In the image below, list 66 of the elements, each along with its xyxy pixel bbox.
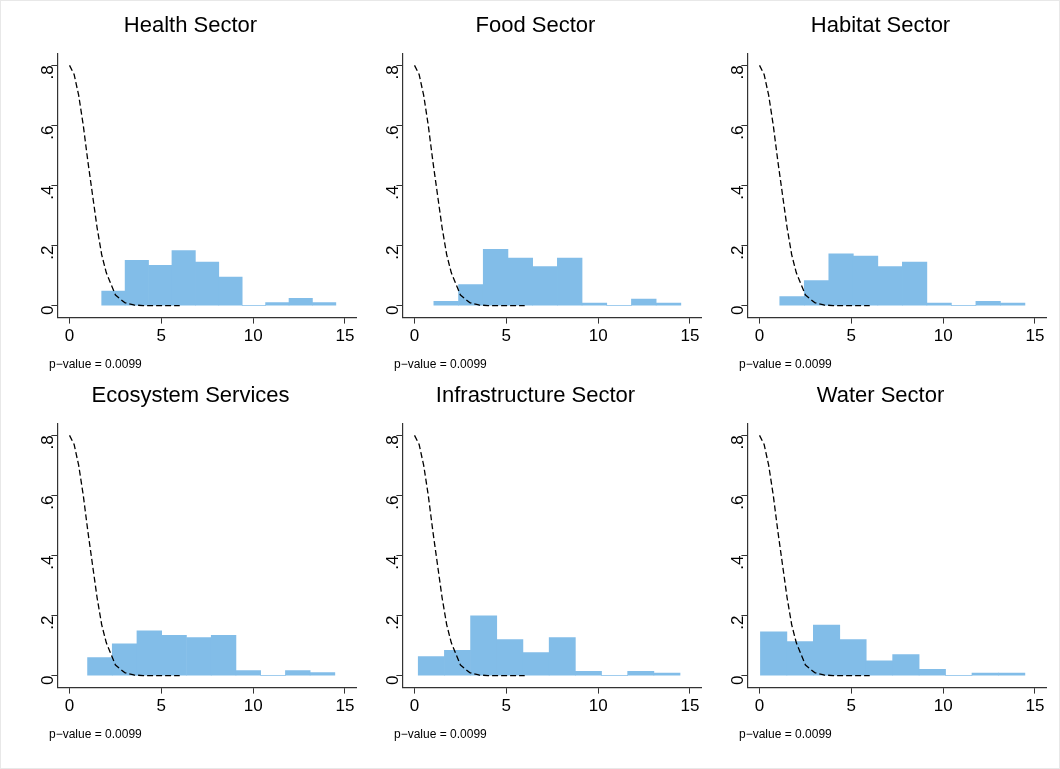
- x-tick-label: 0: [754, 326, 765, 346]
- y-tick-label: .2: [383, 615, 403, 630]
- y-tick-label: 0: [38, 675, 58, 686]
- y-tick-label: .4: [38, 555, 58, 570]
- x-tick-label: 10: [588, 326, 608, 346]
- x-tick-label: 5: [501, 326, 512, 346]
- y-tick-label: .8: [383, 435, 403, 450]
- x-tick-label: 10: [933, 696, 953, 716]
- y-tick-label: .6: [38, 125, 58, 140]
- y-tick-label: .6: [38, 495, 58, 510]
- y-tick-label: .8: [38, 435, 58, 450]
- x-tick-label: 5: [846, 696, 857, 716]
- y-tick-label: .2: [383, 245, 403, 260]
- text: p−value = 0.0099: [739, 357, 833, 372]
- chart-title: Water Sector: [816, 382, 945, 408]
- chart-title: Ecosystem Services: [91, 382, 290, 408]
- x-tick-label: 5: [501, 696, 512, 716]
- y-tick-label: .6: [728, 495, 748, 510]
- y-tick-label: .8: [38, 65, 58, 80]
- x-tick-label: 10: [243, 326, 263, 346]
- y-tick-label: .8: [728, 65, 748, 80]
- y-tick-label: .4: [728, 185, 748, 200]
- x-tick-label: 0: [64, 326, 75, 346]
- x-tick-label: 5: [846, 326, 857, 346]
- y-tick-label: .8: [383, 65, 403, 80]
- y-tick-label: .4: [383, 555, 403, 570]
- y-tick-label: 0: [728, 305, 748, 316]
- text: p−value = 0.0099: [394, 357, 488, 372]
- text: p−value = 0.0099: [49, 727, 143, 742]
- x-tick-label: 10: [588, 696, 608, 716]
- y-tick-label: 0: [728, 675, 748, 686]
- x-tick-label: 5: [156, 696, 167, 716]
- x-tick-label: 0: [64, 696, 75, 716]
- chart-title: Habitat Sector: [810, 12, 951, 38]
- y-tick-label: .6: [383, 495, 403, 510]
- chart-title: Health Sector: [123, 12, 258, 38]
- x-tick-label: 15: [680, 326, 700, 346]
- text: p−value = 0.0099: [49, 357, 143, 372]
- y-tick-label: 0: [38, 305, 58, 316]
- x-tick-label: 0: [409, 696, 420, 716]
- x-tick-label: 0: [409, 326, 420, 346]
- y-tick-label: .4: [38, 185, 58, 200]
- x-tick-label: 15: [1025, 326, 1045, 346]
- x-tick-label: 15: [335, 696, 355, 716]
- chart-title: Food Sector: [475, 12, 596, 38]
- x-tick-label: 5: [156, 326, 167, 346]
- text: p−value = 0.0099: [394, 727, 488, 742]
- y-tick-label: 0: [383, 675, 403, 686]
- chart-title: Infrastructure Sector: [435, 382, 636, 408]
- x-tick-label: 15: [680, 696, 700, 716]
- y-tick-label: .6: [383, 125, 403, 140]
- y-tick-label: .8: [728, 435, 748, 450]
- x-tick-label: 10: [933, 326, 953, 346]
- text: p−value = 0.0099: [739, 727, 833, 742]
- y-tick-label: 0: [383, 305, 403, 316]
- y-tick-label: .2: [728, 615, 748, 630]
- y-tick-label: .2: [38, 245, 58, 260]
- y-tick-label: .6: [728, 125, 748, 140]
- y-tick-label: .2: [728, 245, 748, 260]
- x-tick-label: 15: [1025, 696, 1045, 716]
- x-tick-label: 10: [243, 696, 263, 716]
- y-tick-label: .4: [383, 185, 403, 200]
- y-tick-label: .4: [728, 555, 748, 570]
- x-tick-label: 15: [335, 326, 355, 346]
- x-tick-label: 0: [754, 696, 765, 716]
- y-tick-label: .2: [38, 615, 58, 630]
